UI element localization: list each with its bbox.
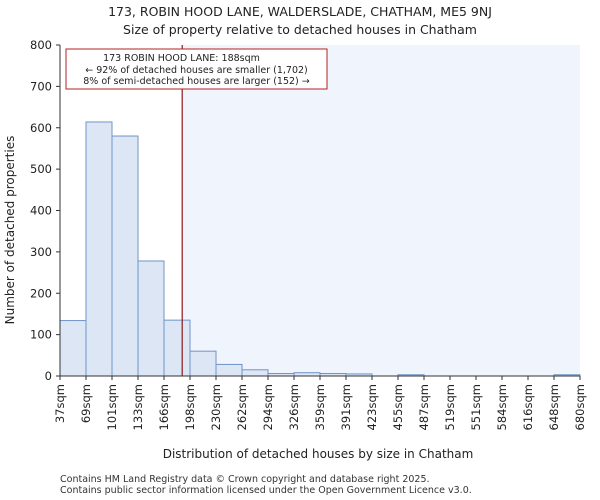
y-axis-label: Number of detached properties	[3, 136, 17, 325]
bar-166sqm	[163, 319, 191, 377]
x-tick-label: 551sqm	[469, 384, 483, 430]
chart-title-line1: 173, ROBIN HOOD LANE, WALDERSLADE, CHATH…	[108, 4, 492, 19]
bar-133sqm	[137, 260, 165, 377]
x-tick-label: 455sqm	[391, 384, 405, 430]
bar-101sqm	[111, 135, 139, 377]
highlight-region	[182, 45, 580, 376]
chart-title-line2: Size of property relative to detached ho…	[123, 22, 477, 37]
x-tick-label: 101sqm	[105, 384, 119, 430]
x-tick-label: 487sqm	[417, 384, 431, 430]
footer-line1: Contains HM Land Registry data © Crown c…	[60, 474, 430, 485]
x-tick-label: 680sqm	[573, 384, 587, 430]
x-tick-label: 37sqm	[53, 384, 67, 423]
x-tick-label: 262sqm	[235, 384, 249, 430]
x-tick-label: 423sqm	[365, 384, 379, 430]
bar-37sqm	[59, 320, 87, 377]
y-tick-label: 100	[30, 328, 52, 342]
footer-line2: Contains public sector information licen…	[60, 485, 472, 496]
y-tick-label: 600	[30, 121, 52, 135]
x-tick-label: 391sqm	[339, 384, 353, 430]
x-tick-label: 133sqm	[131, 384, 145, 430]
x-tick-label: 519sqm	[443, 384, 457, 430]
x-tick-label: 198sqm	[183, 384, 197, 430]
x-tick-label: 69sqm	[79, 384, 93, 423]
x-axis-label: Distribution of detached houses by size …	[163, 447, 474, 461]
y-tick-label: 500	[30, 162, 52, 176]
y-tick-label: 800	[30, 38, 52, 52]
x-tick-label: 616sqm	[521, 384, 535, 430]
annotation-box	[65, 48, 328, 90]
x-tick-label: 359sqm	[313, 384, 327, 430]
x-tick-label: 230sqm	[209, 384, 223, 430]
annotation-line2: ← 92% of detached houses are smaller (1,…	[85, 65, 308, 76]
y-tick-label: 200	[30, 286, 52, 300]
bar-69sqm	[85, 121, 113, 377]
y-tick-label: 700	[30, 79, 52, 93]
x-tick-label: 648sqm	[547, 384, 561, 430]
y-tick-label: 400	[30, 204, 52, 218]
bar-262sqm	[241, 369, 269, 377]
y-tick-label: 0	[45, 369, 52, 383]
y-tick-label: 300	[30, 245, 52, 259]
bar-198sqm	[189, 350, 217, 377]
bar-230sqm	[215, 363, 243, 377]
x-tick-label: 326sqm	[287, 384, 301, 430]
x-tick-label: 166sqm	[157, 384, 171, 430]
annotation-line3: 8% of semi-detached houses are larger (1…	[83, 76, 310, 87]
x-tick-label: 584sqm	[495, 384, 509, 430]
x-tick-label: 294sqm	[261, 384, 275, 430]
annotation-line1: 173 ROBIN HOOD LANE: 188sqm	[103, 53, 260, 64]
